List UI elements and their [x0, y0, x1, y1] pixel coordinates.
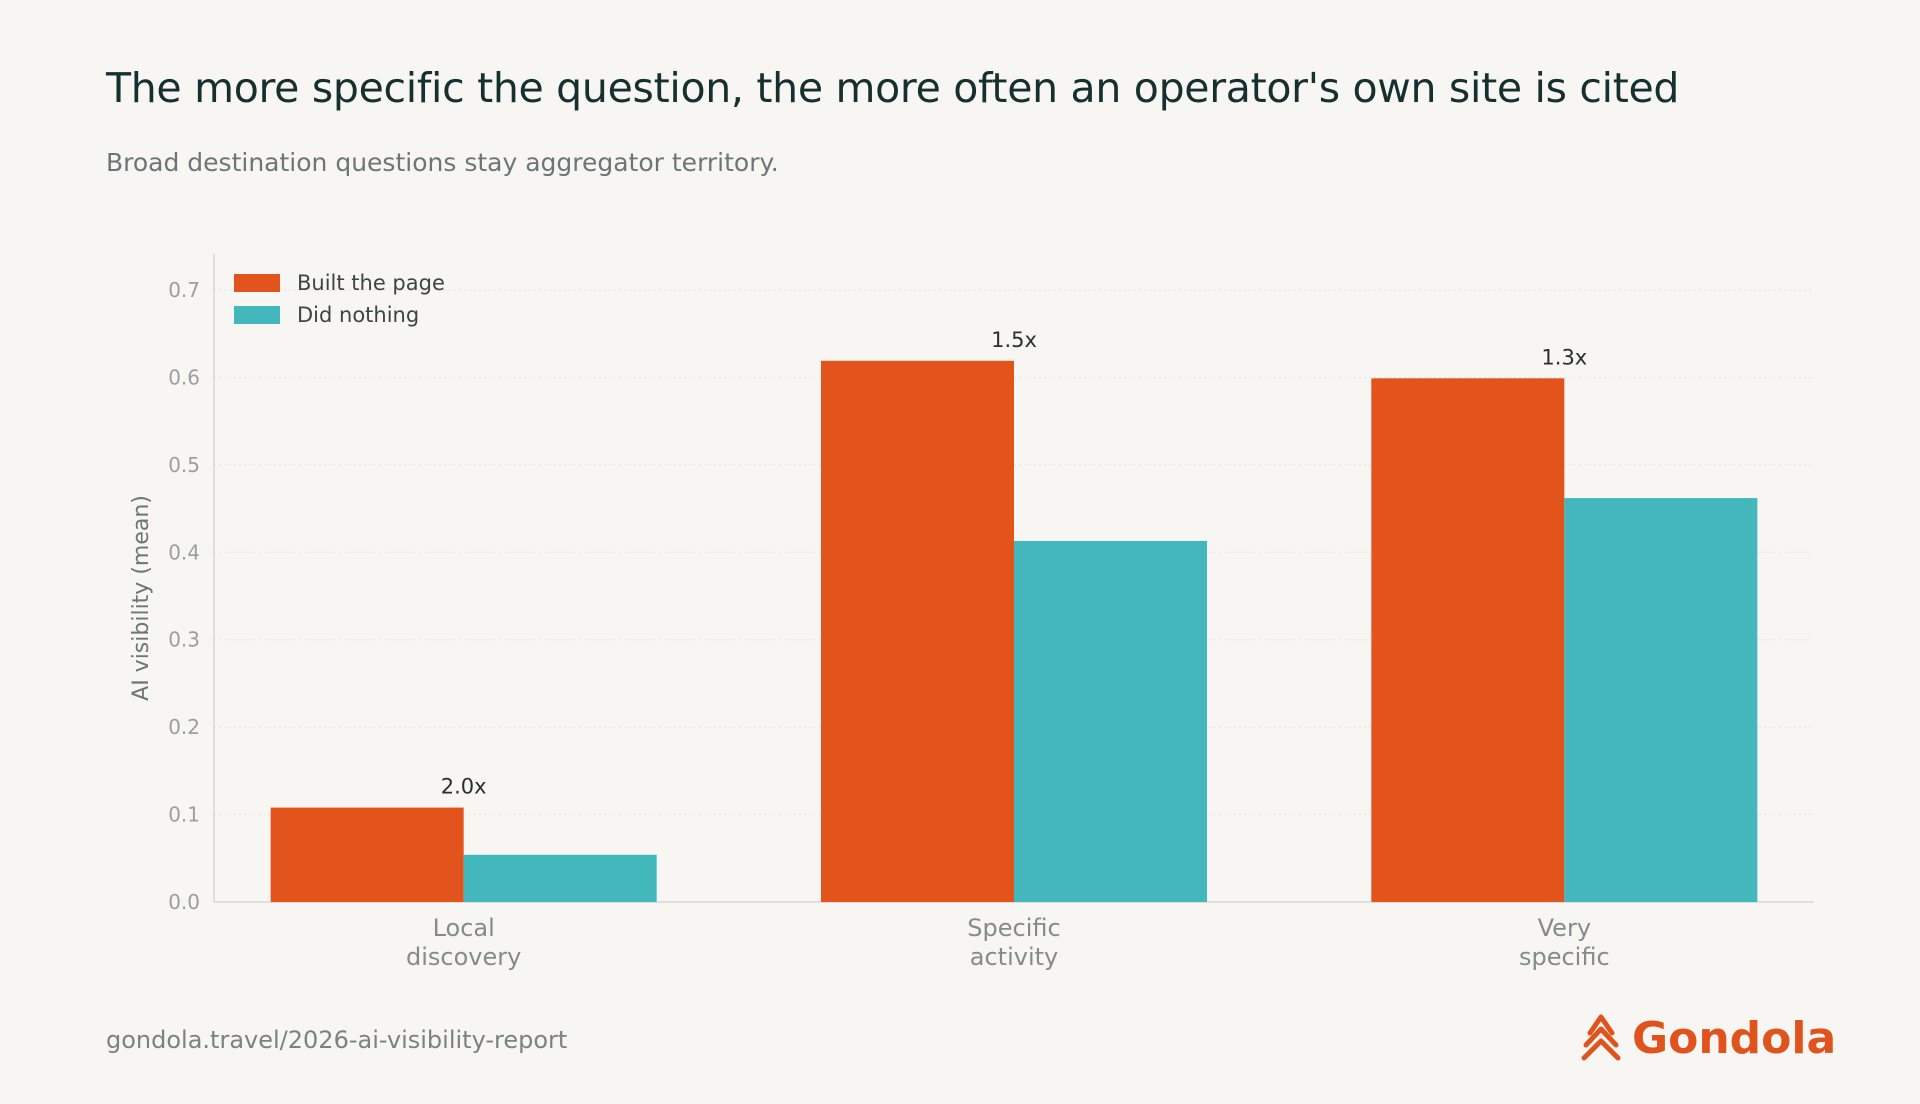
x-category-label: Very specific	[1519, 914, 1610, 971]
y-tick-label: 0.5	[168, 453, 200, 477]
bar-built	[1371, 378, 1565, 902]
legend-swatch	[234, 306, 280, 324]
x-category-label: Specific activity	[967, 914, 1060, 971]
ratio-label: 1.5x	[991, 328, 1037, 352]
brand-logo: Gondola	[1580, 1010, 1836, 1066]
legend-label: Built the page	[297, 271, 445, 295]
x-category-label: Local discovery	[406, 914, 521, 971]
ratio-label: 1.3x	[1541, 345, 1587, 369]
bar-nothing	[1564, 498, 1758, 902]
bar-built	[270, 807, 464, 902]
legend-swatch	[234, 274, 280, 292]
y-tick-label: 0.7	[168, 278, 200, 302]
y-tick-label: 0.0	[168, 890, 200, 914]
gondola-icon	[1581, 1014, 1621, 1061]
chart-subtitle: Broad destination questions stay aggrega…	[106, 148, 779, 177]
y-tick-label: 0.1	[168, 803, 200, 827]
brand-name: Gondola	[1632, 1012, 1837, 1064]
y-tick-label: 0.3	[168, 628, 200, 652]
bar-nothing	[1014, 540, 1207, 902]
ratio-label: 2.0x	[441, 775, 487, 799]
y-axis-label: AI visibility (mean)	[129, 495, 154, 701]
legend-label: Did nothing	[297, 303, 419, 327]
bar-nothing	[463, 854, 657, 902]
report-url[interactable]: gondola.travel/2026-ai-visibility-report	[106, 1026, 568, 1054]
chart-title: The more specific the question, the more…	[106, 64, 1680, 112]
bar-built	[821, 360, 1014, 902]
y-tick-label: 0.6	[168, 365, 200, 389]
y-tick-label: 0.2	[168, 715, 200, 739]
y-tick-label: 0.4	[168, 540, 200, 564]
